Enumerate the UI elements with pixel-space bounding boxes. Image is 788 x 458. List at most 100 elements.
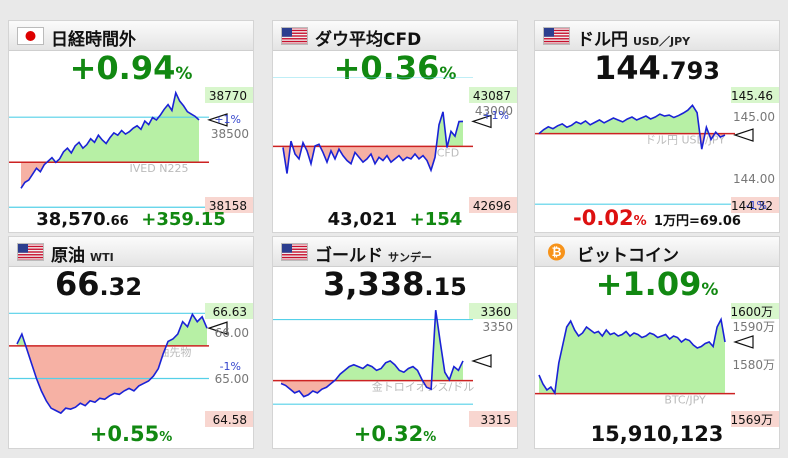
panel-header: 原油 WTI xyxy=(9,237,253,267)
minus-one-percent-label: -1% xyxy=(220,360,241,373)
right-mid-label: 1590万 xyxy=(732,320,775,334)
change-percent: -0.02 xyxy=(573,206,634,230)
price-integer: 15,910,123 xyxy=(590,422,724,446)
upper-label: 145.46 xyxy=(731,89,773,103)
right-mid-label: 66.00 xyxy=(215,326,249,340)
plus-one-percent-label: +1% xyxy=(482,109,509,122)
right-low-label: 1580万 xyxy=(732,358,775,372)
us-flag-icon xyxy=(281,27,308,45)
price-integer: 66 xyxy=(55,265,100,303)
price-line xyxy=(538,104,726,150)
panel-bitcoin[interactable]: ₿ ビットコイン +1.09% BTC/JPY 1600万 1569万 1590万 15… xyxy=(534,236,780,449)
lower-label: 144.32 xyxy=(731,199,773,213)
loss-area xyxy=(21,162,199,189)
minus-one-percent-label: -1% xyxy=(746,199,767,212)
panel-header: ダウ平均CFD xyxy=(273,21,517,51)
us-flag-icon xyxy=(543,27,570,45)
panel-dow[interactable]: ダウ平均CFD +0.36% NY DOW CFD430874269643000… xyxy=(272,20,518,233)
loss-area xyxy=(25,345,167,414)
lower-label-bg xyxy=(731,411,779,427)
change-percent: +0.94 xyxy=(69,49,176,87)
bitcoin-chart: BTC/JPY 1600万 1569万 1590万 1580万 xyxy=(535,303,779,427)
change-percent: +0.55 xyxy=(89,422,160,446)
right-mid-label: 38500 xyxy=(211,127,249,141)
yen-conversion-note: 1万円=69.06 xyxy=(653,214,741,229)
panel-header: ₿ ビットコイン xyxy=(535,237,779,267)
panel-title: ドル円 xyxy=(577,30,628,50)
right-low-label: 144.00 xyxy=(733,172,775,186)
change-absolute: +359.15 xyxy=(141,209,226,230)
panel-title: ゴールド xyxy=(315,246,383,266)
upper-label-bg xyxy=(731,87,779,103)
price-integer: 3,338 xyxy=(323,265,425,303)
gain-area xyxy=(539,319,725,394)
right-mid-label: 145.00 xyxy=(733,110,775,124)
change-unit: % xyxy=(159,430,173,445)
upper-label: 66.63 xyxy=(213,305,247,319)
upper-label-bg xyxy=(469,87,517,103)
chart-watermark: IVED N225 xyxy=(130,162,189,175)
lower-label-bg xyxy=(469,197,517,213)
current-price-marker xyxy=(207,113,228,127)
loss-area xyxy=(283,146,463,174)
upper-label-bg xyxy=(205,87,253,103)
japan-flag-icon xyxy=(17,27,44,45)
upper-label: 43087 xyxy=(473,89,511,103)
lower-label: 3315 xyxy=(480,413,511,427)
price-line xyxy=(280,310,464,398)
price-integer: 144 xyxy=(593,49,661,87)
change-unit: % xyxy=(701,280,719,300)
panel-title: ダウ平均CFD xyxy=(315,30,422,50)
lower-label: 1569万 xyxy=(730,413,773,427)
gain-area xyxy=(334,310,463,381)
panel-nikkei[interactable]: 日経時間外 +0.94% IVED N225 38770 38158 38500 +1%… xyxy=(8,20,254,233)
current-price-marker xyxy=(471,354,492,368)
panel-title: 原油 xyxy=(51,246,85,266)
price-decimal: .793 xyxy=(660,57,720,85)
bitcoin-icon: ₿ xyxy=(548,243,565,261)
loss-area xyxy=(281,380,463,397)
change-percent: +0.36 xyxy=(333,49,440,87)
panel-subtitle: サンデー xyxy=(388,251,432,264)
current-price-marker xyxy=(471,114,492,129)
dow-chart: NY DOW CFD430874269643000+1% xyxy=(273,77,517,213)
plus-one-percent-label: +1% xyxy=(214,113,241,126)
price-integer: 43,021 xyxy=(327,209,398,230)
lower-label: 38158 xyxy=(209,199,247,213)
current-price-marker xyxy=(733,128,754,142)
upper-label-bg xyxy=(469,303,517,319)
panel-subtitle: WTI xyxy=(90,251,114,264)
usdjpy-chart: ドル円 USD/JPY 145.46 144.32 145.00 144.00 -1% xyxy=(535,87,779,213)
svg-text:₿: ₿ xyxy=(552,245,562,259)
chart-watermark: 金トロイオンス/ドル xyxy=(372,380,475,394)
lower-label: 42696 xyxy=(473,199,511,213)
panel-header: ドル円 USD／JPY xyxy=(535,21,779,51)
gain-area xyxy=(46,92,199,163)
gain-area xyxy=(539,105,725,134)
us-flag-icon xyxy=(281,243,308,261)
lower-label: 64.58 xyxy=(213,413,247,427)
chart-watermark: ドル円 USD/JPY xyxy=(645,134,725,147)
panel-title: ビットコイン xyxy=(577,246,679,266)
change-unit: % xyxy=(439,64,457,84)
change-absolute: +154 xyxy=(409,209,463,230)
panel-usdjpy[interactable]: ドル円 USD／JPY 144.793 ドル円 USD/JPY 145.46 144.… xyxy=(534,20,780,233)
right-mid-label: 43000 xyxy=(475,104,513,118)
change-unit: % xyxy=(423,430,437,445)
price-integer: 38,570 xyxy=(36,209,106,230)
nikkei-chart: IVED N225 38770 38158 38500+1% xyxy=(9,87,253,213)
right-low-label: 65.00 xyxy=(215,372,249,386)
upper-label: 38770 xyxy=(209,89,247,103)
lower-label-bg xyxy=(205,197,253,213)
chart-watermark: BTC/JPY xyxy=(664,394,706,407)
us-flag-icon xyxy=(17,243,44,261)
panel-gold[interactable]: ゴールド サンデー 3,338.15 金トロイオンス/ドル 3360 3315 3350… xyxy=(272,236,518,449)
price-line xyxy=(20,90,200,189)
price-decimal: .15 xyxy=(424,273,467,301)
gain-area xyxy=(17,314,207,346)
upper-label: 3360 xyxy=(480,305,511,319)
panel-title: 日経時間外 xyxy=(51,30,136,50)
current-price-marker xyxy=(207,321,228,335)
price-line xyxy=(282,111,464,174)
